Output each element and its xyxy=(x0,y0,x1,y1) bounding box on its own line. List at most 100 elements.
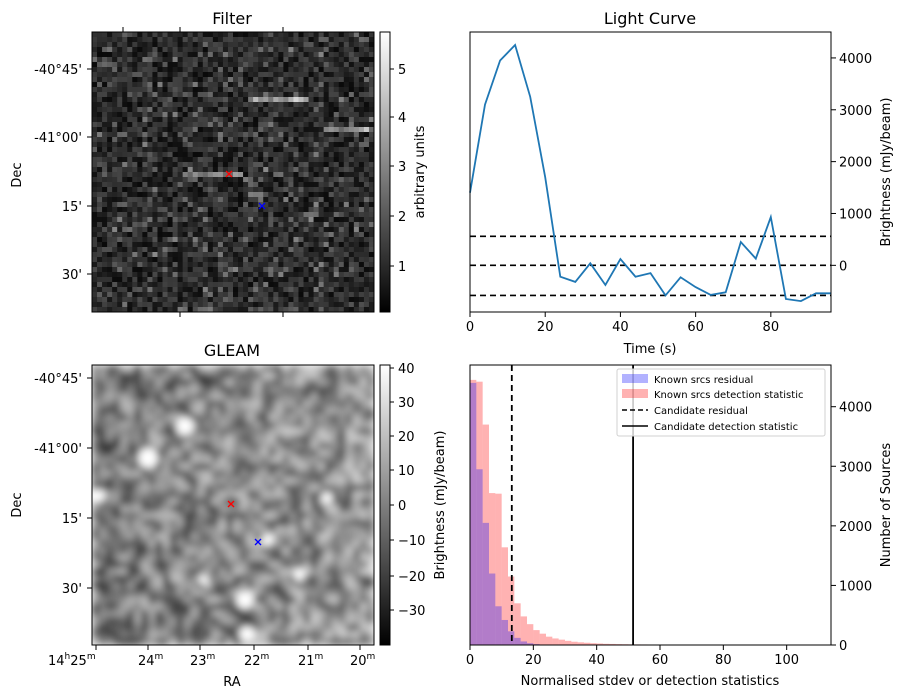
filter-pixel xyxy=(248,202,254,208)
filter-pixel xyxy=(192,32,199,38)
gleam-pixel xyxy=(310,393,319,401)
filter-pixel xyxy=(368,127,375,133)
gleam-pixel xyxy=(303,442,312,450)
gleam-pixel xyxy=(366,505,374,513)
filter-pixel xyxy=(207,307,214,313)
filter-pixel xyxy=(293,272,299,278)
filter-pixel xyxy=(212,57,219,63)
filter-pixel xyxy=(177,257,184,263)
filter-pixel xyxy=(102,162,108,168)
filter-pixel xyxy=(358,287,365,293)
gleam-pixel xyxy=(282,365,290,373)
filter-pixel xyxy=(363,257,370,263)
filter-pixel xyxy=(338,172,345,178)
filter-pixel xyxy=(253,297,259,303)
filter-pixel xyxy=(288,77,294,83)
gleam-pixel xyxy=(296,400,304,408)
filter-pixel xyxy=(212,222,219,228)
gleam-pixel xyxy=(247,442,255,450)
filter-pixel xyxy=(177,202,184,208)
filter-pixel xyxy=(162,282,168,288)
filter-pixel xyxy=(238,67,244,73)
filter-pixel xyxy=(207,42,214,48)
filter-pixel xyxy=(187,142,194,148)
filter-pixel xyxy=(97,32,103,38)
filter-pixel xyxy=(157,47,163,53)
filter-pixel xyxy=(263,287,269,293)
filter-pixel xyxy=(147,162,153,168)
filter-pixel xyxy=(253,107,259,113)
gleam-pixel xyxy=(254,638,262,645)
filter-pixel xyxy=(368,227,375,233)
filter-pixel xyxy=(328,237,335,243)
gleam-pixel xyxy=(303,491,312,499)
gleam-pixel xyxy=(310,505,319,513)
filter-pixel xyxy=(142,67,148,73)
gleam-pixel xyxy=(183,540,192,548)
gleam-pixel xyxy=(247,533,255,541)
filter-pixel xyxy=(308,127,314,133)
filter-pixel xyxy=(167,292,173,298)
filter-pixel xyxy=(182,32,189,38)
gleam-pixel xyxy=(247,393,255,401)
filter-pixel xyxy=(363,202,370,208)
filter-pixel xyxy=(283,122,289,128)
gleam-pixel xyxy=(324,519,333,527)
gleam-x-ticks xyxy=(95,645,361,650)
filter-pixel xyxy=(127,107,133,113)
filter-pixel xyxy=(227,77,234,83)
gleam-pixel xyxy=(331,435,340,443)
filter-pixel xyxy=(122,177,128,183)
gleam-pixel xyxy=(92,365,100,373)
filter-pixel xyxy=(122,167,128,173)
gleam-pixel xyxy=(197,554,206,562)
histogram-bar xyxy=(603,643,610,645)
filter-pixel xyxy=(368,97,375,103)
filter-pixel xyxy=(197,102,204,108)
filter-pixel xyxy=(298,282,304,288)
filter-pixel xyxy=(172,232,179,238)
gleam-pixel xyxy=(345,568,354,576)
filter-pixel xyxy=(167,77,173,83)
gleam-pixel xyxy=(338,596,347,604)
filter-pixel xyxy=(368,167,375,173)
filter-pixel xyxy=(288,172,294,178)
gleam-pixel xyxy=(240,540,248,548)
gleam-pixel xyxy=(366,638,374,645)
gleam-pixel xyxy=(218,624,227,632)
gleam-pixel xyxy=(190,477,199,485)
filter-pixel xyxy=(283,192,289,198)
filter-pixel xyxy=(137,172,143,178)
gleam-pixel xyxy=(359,491,368,499)
gleam-pixel xyxy=(359,519,368,527)
gleam-pixel xyxy=(127,414,135,422)
filter-pixel xyxy=(328,232,335,238)
gleam-pixel xyxy=(233,414,241,422)
filter-pixel xyxy=(233,222,239,228)
filter-pixel xyxy=(212,112,219,118)
filter-pixel xyxy=(167,212,173,218)
filter-pixel xyxy=(157,152,163,158)
filter-pixel xyxy=(313,257,320,263)
filter-pixel xyxy=(258,182,264,188)
filter-pixel xyxy=(102,132,108,138)
filter-pixel xyxy=(278,122,284,128)
filter-pixel xyxy=(318,142,325,148)
filter-pixel xyxy=(363,252,370,258)
filter-pixel xyxy=(233,157,239,163)
gleam-pixel xyxy=(275,379,283,387)
filter-pixel xyxy=(107,297,113,303)
filter-pixel xyxy=(368,212,375,218)
filter-pixel xyxy=(368,32,375,38)
filter-pixel xyxy=(152,47,158,53)
filter-pixel xyxy=(278,237,284,243)
gleam-pixel xyxy=(289,386,297,394)
gleam-pixel xyxy=(176,547,185,555)
filter-pixel xyxy=(348,232,355,238)
gleam-pixel xyxy=(289,526,297,534)
filter-pixel xyxy=(283,182,289,188)
filter-pixel xyxy=(358,217,365,223)
gleam-pixel xyxy=(183,568,192,576)
filter-pixel xyxy=(348,47,355,53)
filter-pixel xyxy=(137,162,143,168)
